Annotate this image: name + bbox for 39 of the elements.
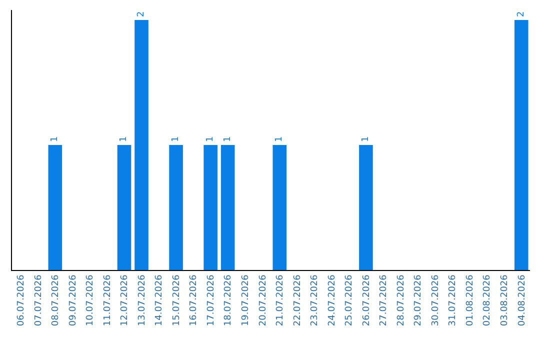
x-tick-label: 27.07.2026 <box>379 274 390 326</box>
x-tick-label: 22.07.2026 <box>292 274 303 326</box>
x-tick-label: 23.07.2026 <box>310 274 320 326</box>
x-tick-label: 31.07.2026 <box>448 274 458 326</box>
data-label: 1 <box>274 136 285 142</box>
x-tick-label: 08.07.2026 <box>51 274 62 326</box>
x-tick-label: 09.07.2026 <box>68 274 78 326</box>
x-tick-label: 29.07.2026 <box>414 274 424 326</box>
x-tick-label: 26.07.2026 <box>362 274 372 326</box>
x-tick-label: 28.07.2026 <box>396 274 406 326</box>
x-tick-label: 25.07.2026 <box>344 274 355 326</box>
data-label: 2 <box>516 11 526 17</box>
data-label: 1 <box>206 136 216 142</box>
x-tick-label: 18.07.2026 <box>224 274 234 326</box>
x-tick-label: 14.07.2026 <box>154 274 165 326</box>
data-label: 1 <box>222 136 233 142</box>
x-tick-label: 21.07.2026 <box>276 274 286 326</box>
data-label: 2 <box>136 11 146 17</box>
x-tick-label: 10.07.2026 <box>86 274 96 326</box>
x-tick-label: 12.07.2026 <box>120 274 130 326</box>
x-tick-label: 20.07.2026 <box>258 274 268 326</box>
data-label: 1 <box>50 136 60 142</box>
x-tick-label: 17.07.2026 <box>206 274 216 326</box>
x-tick-label: 06.07.2026 <box>16 274 27 326</box>
x-tick-label: 24.07.2026 <box>327 274 338 326</box>
x-tick-label: 11.07.2026 <box>102 274 113 326</box>
x-tick-label: 07.07.2026 <box>34 274 44 326</box>
data-label: 1 <box>171 136 182 142</box>
x-tick-label: 19.07.2026 <box>241 274 252 326</box>
x-tick-label: 01.08.2026 <box>465 274 476 326</box>
x-tick-label: 03.08.2026 <box>500 274 510 326</box>
x-tick-label: 13.07.2026 <box>137 274 148 326</box>
x-tick-label: 15.07.2026 <box>172 274 182 326</box>
data-label: 1 <box>119 136 130 142</box>
x-tick-label: 16.07.2026 <box>189 274 200 326</box>
data-label: 1 <box>360 136 371 142</box>
x-tick-label: 04.08.2026 <box>517 274 528 326</box>
x-tick-label: 02.08.2026 <box>482 274 493 326</box>
x-tick-label: 30.07.2026 <box>430 274 441 326</box>
